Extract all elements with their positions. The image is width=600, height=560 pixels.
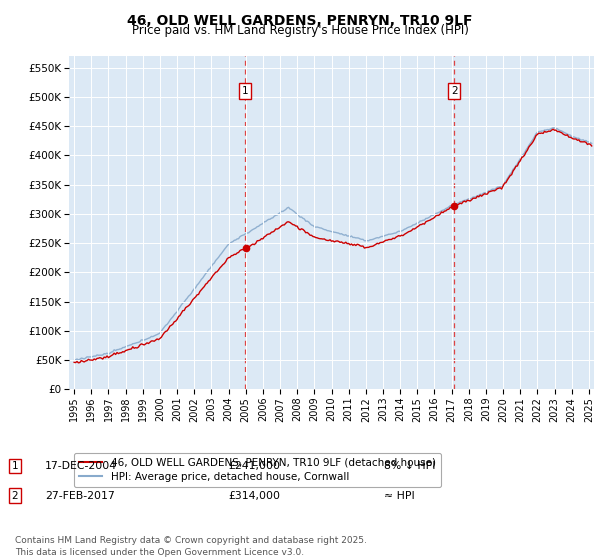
Text: £241,000: £241,000 <box>228 461 280 471</box>
Text: 46, OLD WELL GARDENS, PENRYN, TR10 9LF: 46, OLD WELL GARDENS, PENRYN, TR10 9LF <box>127 14 473 28</box>
Legend: 46, OLD WELL GARDENS, PENRYN, TR10 9LF (detached house), HPI: Average price, det: 46, OLD WELL GARDENS, PENRYN, TR10 9LF (… <box>74 452 441 487</box>
Text: Contains HM Land Registry data © Crown copyright and database right 2025.
This d: Contains HM Land Registry data © Crown c… <box>15 536 367 557</box>
Text: 27-FEB-2017: 27-FEB-2017 <box>45 491 115 501</box>
Text: £314,000: £314,000 <box>228 491 280 501</box>
Text: 1: 1 <box>242 86 248 96</box>
Text: 17-DEC-2004: 17-DEC-2004 <box>45 461 117 471</box>
Text: 2: 2 <box>11 491 19 501</box>
Text: 2: 2 <box>451 86 458 96</box>
Text: Price paid vs. HM Land Registry's House Price Index (HPI): Price paid vs. HM Land Registry's House … <box>131 24 469 37</box>
Text: 1: 1 <box>11 461 19 471</box>
Text: 8% ↓ HPI: 8% ↓ HPI <box>384 461 436 471</box>
Text: ≈ HPI: ≈ HPI <box>384 491 415 501</box>
